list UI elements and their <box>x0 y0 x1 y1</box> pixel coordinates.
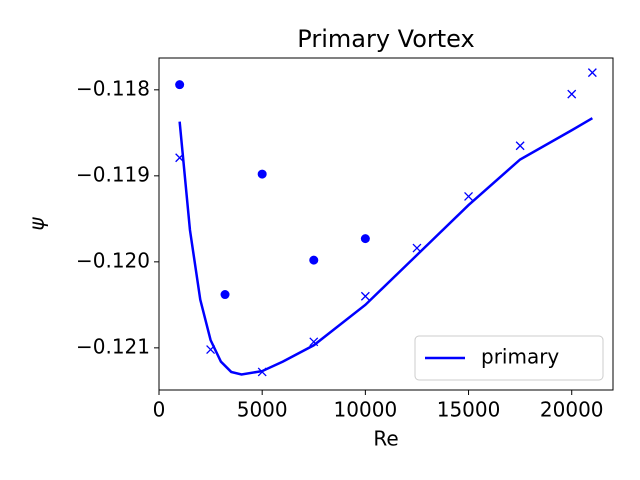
x-marker <box>515 141 525 151</box>
plot-area <box>175 68 597 377</box>
chart-title: Primary Vortex <box>297 25 474 53</box>
y-tick-label: −0.121 <box>76 334 150 358</box>
y-tick-label: −0.118 <box>76 76 150 100</box>
axes-frame <box>158 57 614 391</box>
legend-box <box>414 335 604 381</box>
x-marker <box>309 337 319 347</box>
x-marker <box>175 153 185 163</box>
dot-marker <box>220 290 230 300</box>
y-tick-label: −0.120 <box>76 248 150 272</box>
dot-marker <box>309 255 319 265</box>
dot-marker <box>257 169 267 179</box>
dot-marker <box>360 234 370 244</box>
x-tick-label: 20000 <box>540 398 604 422</box>
x-marker <box>412 243 422 253</box>
x-marker <box>257 367 267 377</box>
legend-label: primary <box>481 345 559 369</box>
y-axis-label: ψ <box>25 217 49 231</box>
x-marker <box>567 89 577 99</box>
line <box>178 117 593 376</box>
y-tick-label: −0.119 <box>76 162 150 186</box>
x-axis-label: Re <box>373 427 398 451</box>
x-marker <box>587 68 597 78</box>
x-tick-label: 10000 <box>334 398 398 422</box>
dot-marker <box>175 80 185 90</box>
x-tick-label: 15000 <box>437 398 501 422</box>
x-marker <box>360 291 370 301</box>
x-marker <box>464 192 474 201</box>
x-tick-label: 0 <box>153 398 166 422</box>
x-tick-label: 5000 <box>237 398 288 422</box>
x-marker <box>206 345 216 355</box>
